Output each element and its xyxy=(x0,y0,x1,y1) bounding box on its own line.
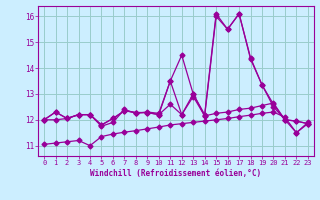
X-axis label: Windchill (Refroidissement éolien,°C): Windchill (Refroidissement éolien,°C) xyxy=(91,169,261,178)
